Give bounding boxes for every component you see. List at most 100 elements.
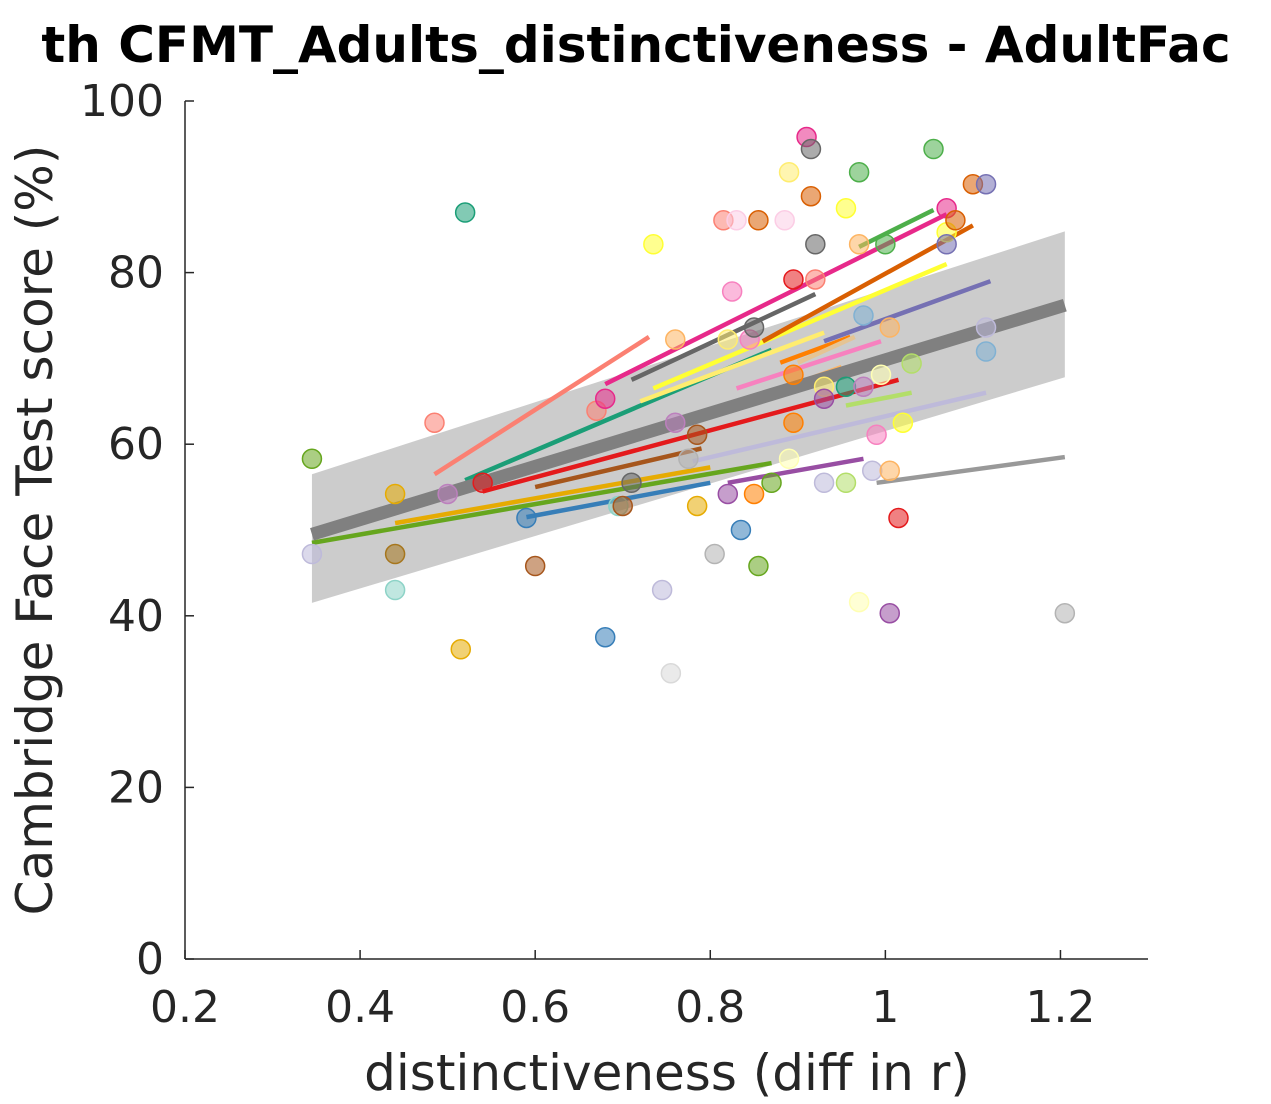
data-point bbox=[524, 555, 546, 577]
x-tick-label: 0.6 bbox=[500, 982, 570, 1033]
subject-fit-line bbox=[639, 330, 825, 404]
subject-fit-line bbox=[394, 465, 711, 526]
x-tick-label: 1 bbox=[871, 982, 899, 1033]
data-point bbox=[805, 269, 826, 290]
data-point bbox=[853, 376, 874, 397]
data-points bbox=[301, 126, 1076, 684]
data-point bbox=[594, 388, 616, 409]
data-point bbox=[612, 495, 633, 517]
data-point bbox=[778, 161, 800, 183]
data-point bbox=[643, 234, 664, 255]
subject-fit-line bbox=[876, 454, 1066, 486]
data-point bbox=[384, 543, 406, 565]
data-point bbox=[888, 507, 909, 529]
data-point bbox=[875, 234, 896, 255]
data-point bbox=[879, 460, 900, 482]
data-point bbox=[879, 602, 900, 624]
y-axis-label: Cambridge Face Test score (%) bbox=[6, 145, 64, 916]
data-point bbox=[975, 341, 997, 362]
overall-fit-line bbox=[310, 298, 1067, 541]
data-point bbox=[454, 202, 476, 223]
data-point bbox=[800, 138, 822, 160]
data-point bbox=[879, 317, 900, 338]
data-point bbox=[835, 198, 857, 219]
data-point bbox=[472, 472, 493, 494]
data-point bbox=[704, 543, 725, 565]
data-point bbox=[783, 269, 804, 290]
data-point bbox=[853, 305, 874, 326]
y-tick-label: 20 bbox=[108, 762, 164, 813]
subject-fit-line bbox=[735, 339, 882, 391]
y-tick-label: 100 bbox=[80, 76, 164, 127]
subject-fit-line bbox=[779, 334, 852, 365]
data-point bbox=[813, 472, 835, 494]
x-tick-label: 0.2 bbox=[150, 982, 220, 1033]
data-point bbox=[730, 519, 752, 541]
data-point bbox=[748, 210, 769, 231]
data-point bbox=[1054, 602, 1076, 624]
data-point bbox=[450, 639, 472, 660]
x-tick-label: 0.4 bbox=[325, 982, 395, 1033]
data-point bbox=[975, 317, 997, 338]
y-tick-label: 0 bbox=[136, 934, 164, 985]
data-point bbox=[805, 234, 826, 255]
subject-fit-line bbox=[796, 334, 856, 365]
data-point bbox=[945, 210, 966, 231]
data-point bbox=[848, 161, 870, 183]
data-point bbox=[783, 364, 804, 385]
data-point bbox=[800, 185, 822, 207]
y-ticks: 0 20 40 60 80 100 bbox=[80, 76, 194, 985]
data-point bbox=[923, 138, 944, 160]
data-point bbox=[721, 281, 743, 302]
x-axis-label: distinctiveness (diff in r) bbox=[364, 1044, 970, 1102]
data-point bbox=[301, 448, 323, 470]
data-point bbox=[848, 591, 870, 613]
data-point bbox=[813, 388, 835, 409]
x-tick-label: 1.2 bbox=[1025, 982, 1095, 1033]
data-point bbox=[686, 495, 708, 517]
subject-fit-line bbox=[311, 460, 772, 546]
data-point bbox=[384, 483, 406, 505]
y-tick-label: 40 bbox=[108, 591, 164, 642]
data-point bbox=[665, 412, 686, 433]
data-point bbox=[861, 460, 883, 482]
data-point bbox=[686, 424, 708, 446]
data-point bbox=[778, 448, 800, 470]
data-point bbox=[835, 472, 857, 494]
data-point bbox=[301, 543, 323, 565]
subject-fit-line bbox=[692, 390, 987, 464]
data-point bbox=[726, 210, 747, 231]
data-point bbox=[665, 329, 686, 350]
data-point bbox=[384, 579, 406, 601]
data-point bbox=[901, 353, 922, 374]
data-point bbox=[743, 483, 765, 505]
data-point bbox=[660, 663, 682, 684]
x-ticks: 0.2 0.4 0.6 0.8 1 1.2 bbox=[150, 950, 1095, 1033]
data-point bbox=[651, 579, 673, 601]
subject-fit-line bbox=[823, 279, 992, 344]
overall-fit bbox=[310, 298, 1067, 541]
chart-title: th CFMT_Adults_distinctiveness - AdultFa… bbox=[41, 16, 1230, 74]
data-point bbox=[835, 376, 857, 397]
data-point bbox=[783, 412, 804, 433]
data-point bbox=[774, 210, 795, 231]
data-point bbox=[936, 234, 957, 255]
y-tick-label: 60 bbox=[108, 419, 164, 470]
subject-fit-line bbox=[652, 261, 948, 391]
data-point bbox=[748, 555, 769, 577]
data-point bbox=[516, 507, 537, 529]
data-point bbox=[717, 329, 739, 350]
x-tick-label: 0.8 bbox=[675, 982, 745, 1033]
axes: 0.2 0.4 0.6 0.8 1 1.2 0 20 40 60 80 100 bbox=[80, 76, 1148, 1033]
y-tick-label: 80 bbox=[108, 248, 164, 299]
subject-fit-line bbox=[433, 335, 651, 477]
data-point bbox=[870, 364, 892, 385]
data-point bbox=[717, 483, 739, 505]
subject-fit-line bbox=[858, 207, 935, 249]
data-point bbox=[594, 627, 616, 648]
data-point bbox=[621, 472, 642, 494]
subject-fit-line bbox=[534, 446, 703, 490]
data-point bbox=[975, 173, 997, 195]
data-point bbox=[848, 234, 870, 255]
